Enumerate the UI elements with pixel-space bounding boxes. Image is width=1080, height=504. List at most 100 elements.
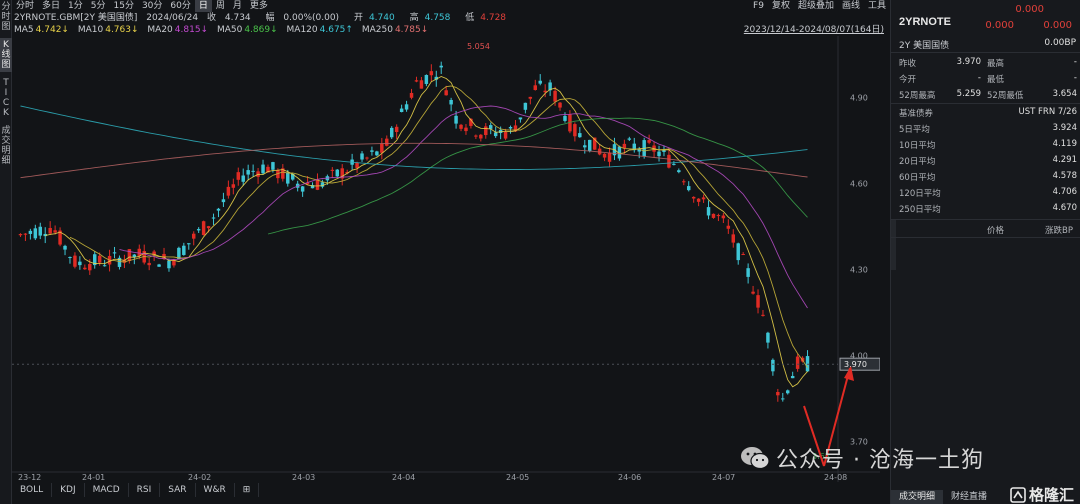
candle-body	[177, 247, 181, 260]
candle-body	[667, 154, 671, 168]
draw-button[interactable]: 画线	[841, 1, 860, 11]
candle-body	[479, 134, 483, 139]
candle-body	[706, 207, 711, 216]
candle-body	[127, 249, 132, 261]
candle-body	[399, 108, 404, 112]
x-tick-label: 24-07	[712, 473, 735, 482]
candle-body	[137, 248, 142, 256]
indicator-rsi[interactable]: RSI	[129, 483, 161, 497]
candle-body	[226, 186, 231, 196]
candle-body	[211, 217, 216, 219]
candle-body	[622, 143, 627, 149]
candle-body	[731, 234, 736, 243]
period-week[interactable]: 周	[215, 1, 225, 11]
f9-button[interactable]: F9	[753, 1, 764, 11]
candle-body	[132, 254, 137, 258]
panel-change: 0.000	[985, 20, 1014, 31]
open-value: 开 4.740	[353, 13, 395, 23]
candle-body	[538, 80, 542, 84]
period-1min[interactable]: 1分	[68, 1, 83, 11]
tab-intraday[interactable]: 分 时 图	[1, 2, 11, 32]
indicator-wr[interactable]: W&R	[196, 483, 235, 497]
indicator-macd[interactable]: MACD	[85, 483, 129, 497]
tab-live[interactable]: 财经直播	[951, 492, 988, 502]
candle-body	[206, 226, 211, 229]
open-label: 今开	[899, 75, 917, 85]
period-day[interactable]: 日	[194, 0, 212, 12]
quote-info-line: 2YRNOTE.GBM[2Y 美国国债] 2024/06/24 收 4.734 …	[14, 12, 518, 24]
divider	[891, 219, 1080, 220]
candle-body	[172, 260, 176, 266]
candle-body	[429, 71, 434, 76]
panel-change-pct: 0.000	[1043, 20, 1072, 31]
candle-body	[790, 375, 795, 379]
candle-body	[246, 170, 250, 175]
candle-body	[795, 356, 800, 369]
candle-body	[711, 213, 716, 218]
panel-scroll-handle[interactable]	[891, 220, 896, 270]
candle-body	[647, 140, 651, 143]
candle-body	[191, 233, 196, 239]
candle-body	[241, 175, 245, 182]
tab-tick[interactable]: T I C K	[2, 78, 10, 118]
high-label: 最高	[987, 59, 1005, 69]
overlay-button[interactable]: 超级叠加	[797, 1, 834, 11]
tab-trade-detail[interactable]: 成 交 明 细	[1, 126, 11, 166]
tab-trade-details[interactable]: 成交明细	[891, 490, 944, 504]
candle-body	[602, 153, 607, 158]
candle-body	[785, 390, 790, 394]
indicator-boll[interactable]: BOLL	[12, 483, 53, 497]
annotation-arrow	[803, 405, 825, 467]
period-15min[interactable]: 15分	[113, 1, 134, 11]
indicator-kdj[interactable]: KDJ	[52, 483, 85, 497]
candle-body	[335, 169, 340, 177]
candle-body	[686, 186, 691, 191]
candle-body	[167, 260, 171, 269]
avg5-label: 5日平均	[899, 125, 930, 135]
brand-logo-text: 格隆汇	[1028, 486, 1074, 504]
period-more[interactable]: 更多	[249, 1, 268, 11]
watermark: 公众号 · 沧海一土狗	[740, 442, 984, 474]
period-30min[interactable]: 30分	[141, 1, 163, 11]
candle-body	[300, 186, 305, 192]
candle-body	[290, 173, 295, 180]
divider	[891, 52, 1080, 53]
open-value: -	[977, 73, 981, 83]
indicator-sar[interactable]: SAR	[160, 483, 196, 497]
current-price-tag	[839, 357, 880, 371]
brand-logo-icon	[1010, 486, 1026, 503]
candle-body	[73, 255, 77, 267]
wechat-icon	[741, 447, 770, 470]
candle-body	[261, 164, 265, 174]
date-range-link[interactable]: 2023/12/14-2024/08/07(164日)	[743, 25, 884, 35]
candle-body	[543, 90, 547, 93]
y-tick-label: 4.00	[850, 352, 868, 361]
tools-button[interactable]: 工具	[867, 1, 886, 11]
period-5min[interactable]: 5分	[90, 1, 106, 11]
candle-body	[380, 143, 384, 153]
ma-line-120	[20, 105, 808, 170]
52w-low-label: 52周最低	[987, 91, 1024, 101]
candle-body	[469, 118, 473, 126]
candle-body	[474, 135, 478, 137]
candle-body	[459, 124, 463, 129]
candle-body	[355, 162, 359, 168]
panel-bp: 0.00BP	[1044, 38, 1076, 48]
candle-body	[573, 124, 577, 137]
period-multiday[interactable]: 多日	[42, 1, 61, 11]
ma-line-10	[69, 85, 808, 368]
candle-body	[672, 163, 676, 165]
candle-body	[330, 169, 335, 171]
period-intraday[interactable]: 分时	[16, 1, 35, 11]
divider	[891, 103, 1080, 104]
tab-kline[interactable]: K 线 图	[0, 38, 12, 72]
add-indicator-icon[interactable]: ⊞	[235, 483, 260, 497]
candle-body	[607, 152, 612, 162]
candle-body	[157, 264, 161, 267]
adjust-button[interactable]: 复权	[771, 1, 790, 11]
quote-panel: 0.000 2YRNOTE 0.000 0.000 2Y 美国国债 0.00BP…	[890, 0, 1080, 504]
period-60min[interactable]: 60分	[170, 1, 191, 11]
period-month[interactable]: 月	[232, 1, 242, 11]
52w-high-label: 52周最高	[899, 91, 936, 101]
